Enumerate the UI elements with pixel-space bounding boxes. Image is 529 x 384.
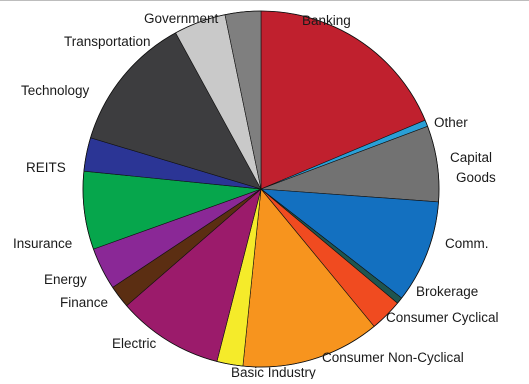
slice-label-basic-industry: Basic Industry	[231, 365, 316, 379]
slice-label-brokerage: Brokerage	[416, 284, 478, 299]
slice-label-consumer-cyclical: Consumer Cyclical	[386, 310, 499, 325]
slice-label-other: Other	[434, 115, 468, 130]
slice-label-comm: Comm.	[445, 236, 489, 251]
slice-label-transportation: Transportation	[64, 34, 151, 49]
pie-outline	[82, 10, 440, 368]
slice-label-electric: Electric	[112, 336, 157, 351]
slice-label-technology: Technology	[21, 83, 90, 98]
slice-label-banking: Banking	[302, 13, 351, 28]
slice-label-insurance: Insurance	[13, 236, 72, 251]
slice-label-energy: Energy	[44, 272, 87, 287]
slice-label-consumer-non-cyclical: Consumer Non-Cyclical	[322, 350, 464, 365]
slice-label-capital-goods: Capital Goods	[450, 150, 496, 185]
slice-label-finance: Finance	[60, 295, 108, 310]
slice-label-government: Government	[144, 11, 219, 26]
slice-label-reits: REITS	[26, 160, 66, 175]
